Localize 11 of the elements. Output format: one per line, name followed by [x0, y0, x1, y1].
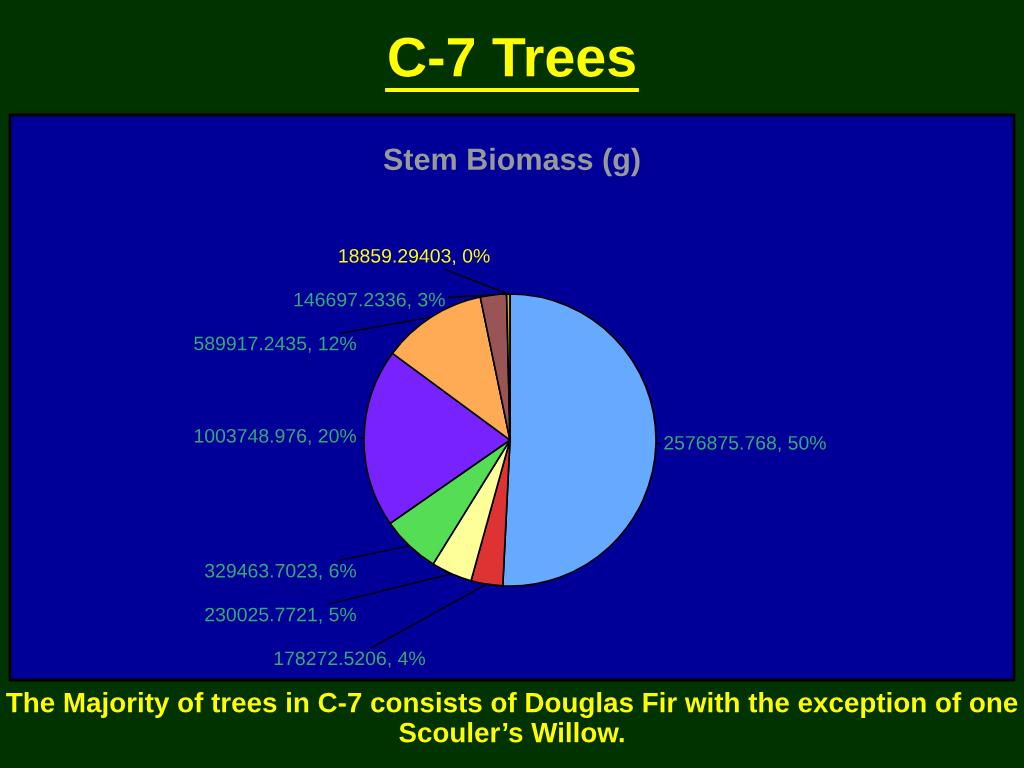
chart-subtitle: Stem Biomass (g) — [383, 147, 640, 177]
chart-title: C-7 Trees — [389, 37, 635, 77]
data-label: 1003748.976, 20% — [194, 428, 357, 445]
data-label: 2576875.768, 50% — [664, 435, 826, 453]
text: The Majority of trees in C-7 consists of Douglas Fir with the exception of one Scouler’s Willow. — [6, 692, 1018, 743]
data-label: 230025.7721, 5% — [205, 607, 357, 624]
data-label: 178272.5206, 4% — [274, 651, 426, 668]
data-label: 146697.2336, 3% — [294, 292, 445, 309]
data-label: 18859.29403, 0% — [339, 248, 490, 266]
data-label: 589917.2435, 12% — [194, 336, 357, 353]
data-label: 329463.7023, 6% — [205, 563, 357, 580]
